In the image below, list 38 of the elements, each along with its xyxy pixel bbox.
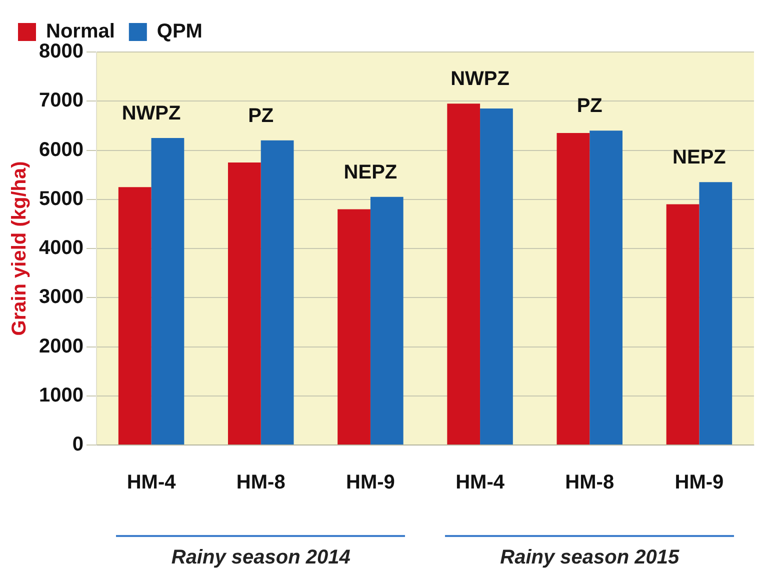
x-tick-label: HM-9 (346, 472, 395, 494)
annotation: PZ (576, 95, 602, 118)
annotation: NEPZ (344, 161, 398, 184)
x-tick-label: HM-4 (126, 472, 177, 494)
bar (338, 209, 370, 444)
bar (447, 104, 480, 444)
y-tick-label: 8000 (38, 40, 84, 63)
annotation: NWPZ (450, 68, 510, 90)
annotation: PZ (248, 104, 274, 127)
legend-label: Normal (46, 20, 115, 43)
bar (370, 196, 404, 444)
annotation: NWPZ (122, 102, 181, 124)
bar (480, 108, 513, 444)
y-tick-label: 5000 (38, 188, 84, 210)
y-tick-label: 4000 (38, 237, 84, 260)
annotation: NEPZ (672, 146, 726, 169)
y-axis-title: Grain yield (kg/ha) (8, 161, 31, 336)
y-tick-label: 3000 (38, 286, 84, 308)
legend-label: QPM (156, 20, 202, 43)
y-tick-label: 6000 (38, 138, 84, 161)
bar (556, 133, 590, 444)
y-tick-label: 7000 (38, 90, 84, 112)
text: Rainy season 2014 (171, 546, 350, 569)
bar (666, 204, 700, 444)
y-tick-label: 0 (72, 434, 84, 456)
x-tick-label: HM-8 (565, 472, 614, 494)
bar (118, 187, 152, 444)
bar (590, 130, 622, 444)
y-tick-label: 1000 (38, 384, 84, 406)
bar (228, 162, 261, 444)
bar (699, 182, 732, 444)
x-tick-label: HM-4 (456, 472, 506, 494)
text: Rainy season 2015 (500, 546, 680, 569)
y-tick-label: 2000 (38, 335, 84, 358)
bar (260, 140, 294, 444)
bar (151, 138, 184, 444)
x-tick-label: HM-8 (236, 472, 286, 494)
x-tick-label: HM-9 (674, 472, 724, 494)
